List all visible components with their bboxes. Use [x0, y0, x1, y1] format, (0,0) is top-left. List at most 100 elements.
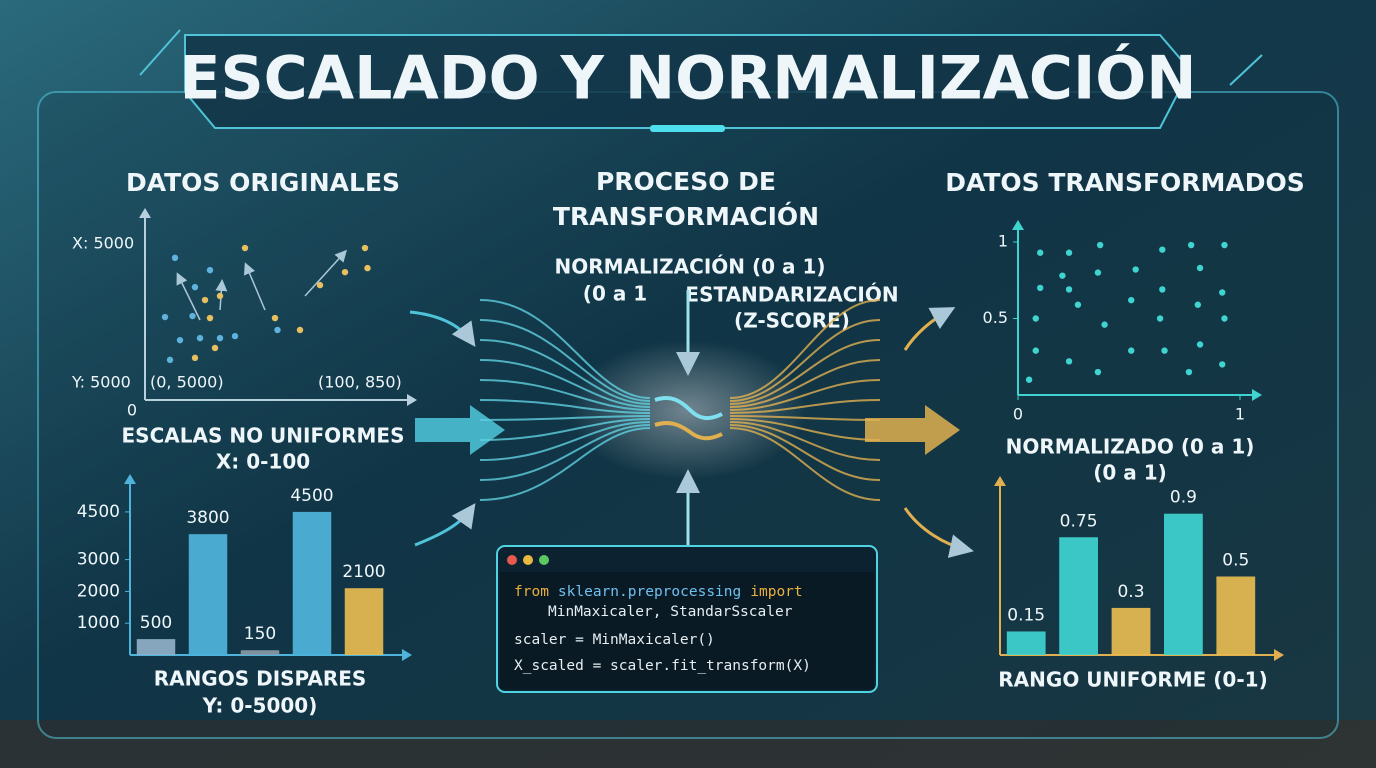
- code-token: from: [514, 584, 549, 600]
- data-point: [1065, 249, 1073, 256]
- x-tick-label: 0: [1013, 405, 1023, 424]
- bar-value-label: 3800: [186, 508, 229, 528]
- y-tick-label: 3000: [77, 550, 120, 570]
- caption: Y: 0-5000): [202, 694, 318, 718]
- flow-arrows: [409, 290, 974, 558]
- data-point: [1059, 272, 1066, 279]
- flow-line: [729, 379, 881, 411]
- code-token: import: [750, 584, 802, 600]
- data-point: [216, 334, 224, 342]
- axis-label: X: 5000: [72, 234, 134, 253]
- bar: [1006, 631, 1046, 655]
- flow-line: [479, 379, 651, 411]
- data-point: [171, 254, 179, 262]
- flow-lines: [479, 299, 881, 501]
- data-point: [191, 354, 199, 362]
- frame: [1229, 54, 1263, 86]
- axis-arrow: [994, 476, 1006, 486]
- method-label: NORMALIZACIÓN (0 a 1): [554, 255, 825, 279]
- caption: NORMALIZADO (0 a 1): [1006, 435, 1255, 459]
- data-point: [1132, 266, 1139, 273]
- data-point: [191, 283, 199, 291]
- frame: [37, 29, 1339, 739]
- code-panel: [496, 545, 878, 693]
- bar: [292, 511, 332, 655]
- flow-arrows: [903, 507, 974, 558]
- transform-icon: [654, 421, 723, 441]
- flow-arrows: [409, 310, 476, 347]
- code-panel: [507, 555, 517, 565]
- flow-line: [729, 427, 881, 501]
- data-point: [231, 332, 239, 340]
- caption: ESCALAS NO UNIFORMES: [122, 424, 405, 448]
- bar-value-label: 0.5: [1222, 551, 1249, 571]
- caption: RANGOS DISPARES: [154, 667, 367, 691]
- data-point: [176, 336, 184, 344]
- method-label: ESTANDARIZACIÓN: [685, 283, 898, 307]
- heading: PROCESO DE: [596, 167, 776, 196]
- origin-label: 0: [127, 401, 137, 420]
- data-point: [1065, 358, 1073, 365]
- data-point: [1159, 286, 1166, 293]
- bar: [1216, 576, 1256, 655]
- flow-line: [729, 415, 881, 421]
- flow-line: [479, 359, 651, 408]
- data-point: [189, 312, 196, 320]
- code-panel: [523, 555, 533, 565]
- data-point: [1101, 321, 1108, 328]
- data-point: [1161, 347, 1168, 354]
- data-point: [1196, 341, 1204, 348]
- flow-arrows: [415, 405, 505, 455]
- heading: TRANSFORMACIÓN: [553, 201, 819, 231]
- data-point: [1094, 269, 1102, 276]
- flow-line: [729, 421, 881, 461]
- bar-value-label: 0.15: [1007, 605, 1045, 625]
- method-label: (0 a 1: [583, 282, 647, 306]
- code-line: from sklearn.preprocessing import: [514, 584, 803, 600]
- axis-arrow: [139, 208, 151, 218]
- caption: X: 0-100: [216, 450, 310, 474]
- x-tick-label: 1: [1235, 405, 1245, 424]
- data-point: [1037, 249, 1044, 256]
- flow-line: [479, 427, 651, 501]
- y-tick-label: 1: [998, 232, 1008, 251]
- data-point: [361, 244, 369, 252]
- code-panel: [500, 572, 874, 689]
- data-point: [274, 326, 281, 334]
- axis-arrow: [1274, 649, 1284, 661]
- data-point: [271, 314, 279, 322]
- point-label: (100, 850): [318, 373, 402, 392]
- data-point: [1074, 301, 1082, 308]
- data-point: [1037, 284, 1044, 292]
- arrows-left-scatter: [176, 249, 348, 321]
- data-point: [1032, 315, 1039, 322]
- transform-icon: [654, 396, 723, 421]
- bar-value-label: 500: [140, 613, 172, 633]
- bar: [188, 534, 228, 655]
- data-point: [1219, 361, 1226, 368]
- data-point: [364, 264, 371, 272]
- data-point: [1196, 264, 1204, 272]
- axis-arrow: [1252, 389, 1262, 401]
- code-line: MinMaxicaler, StandarSscaler: [548, 604, 793, 620]
- data-point: [206, 266, 214, 274]
- data-point: [1128, 347, 1135, 354]
- data-point: [296, 326, 304, 334]
- frame: [184, 34, 1192, 129]
- axis-arrow: [124, 474, 136, 484]
- data-point: [1187, 241, 1195, 249]
- data-point: [1221, 241, 1228, 249]
- data-point: [216, 292, 224, 300]
- bar: [1111, 607, 1151, 655]
- y-tick-label: 4500: [77, 502, 120, 522]
- frame: [650, 125, 725, 132]
- bar-value-label: 2100: [342, 562, 385, 582]
- data-point: [1185, 368, 1193, 376]
- bar-value-label: 0.9: [1170, 488, 1197, 508]
- code-panel: [539, 555, 549, 565]
- data-point: [1025, 376, 1033, 383]
- caption: (0 a 1): [1093, 461, 1167, 485]
- y-tick-label: 2000: [77, 581, 120, 601]
- bar: [344, 588, 384, 655]
- data-point: [1159, 246, 1166, 253]
